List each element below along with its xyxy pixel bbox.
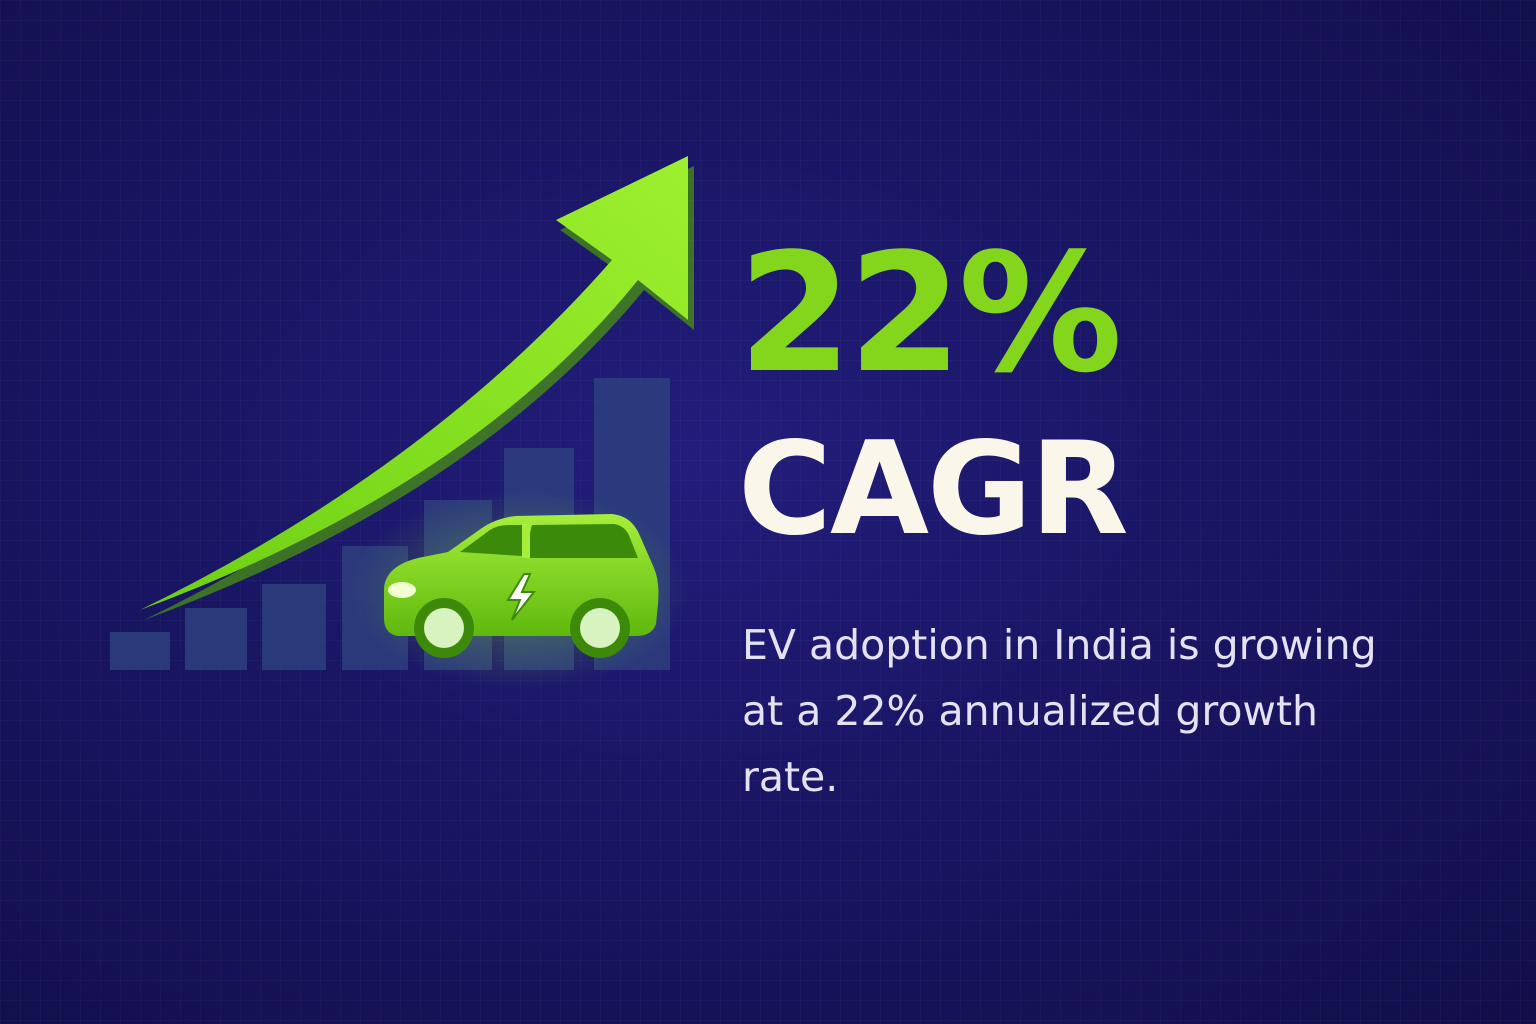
growth-metric-label: CAGR [738, 415, 1129, 564]
bar [262, 584, 326, 670]
bar [185, 608, 247, 670]
lightning-bolt-icon [506, 573, 537, 621]
headline: 22% CAGR [738, 218, 1129, 564]
bar [110, 632, 170, 670]
growth-stat: 22% [738, 218, 1123, 409]
electric-car-icon [350, 490, 690, 690]
growth-arrow-icon [140, 156, 694, 620]
description: EV adoption in India is growing at a 22%… [742, 621, 1377, 801]
